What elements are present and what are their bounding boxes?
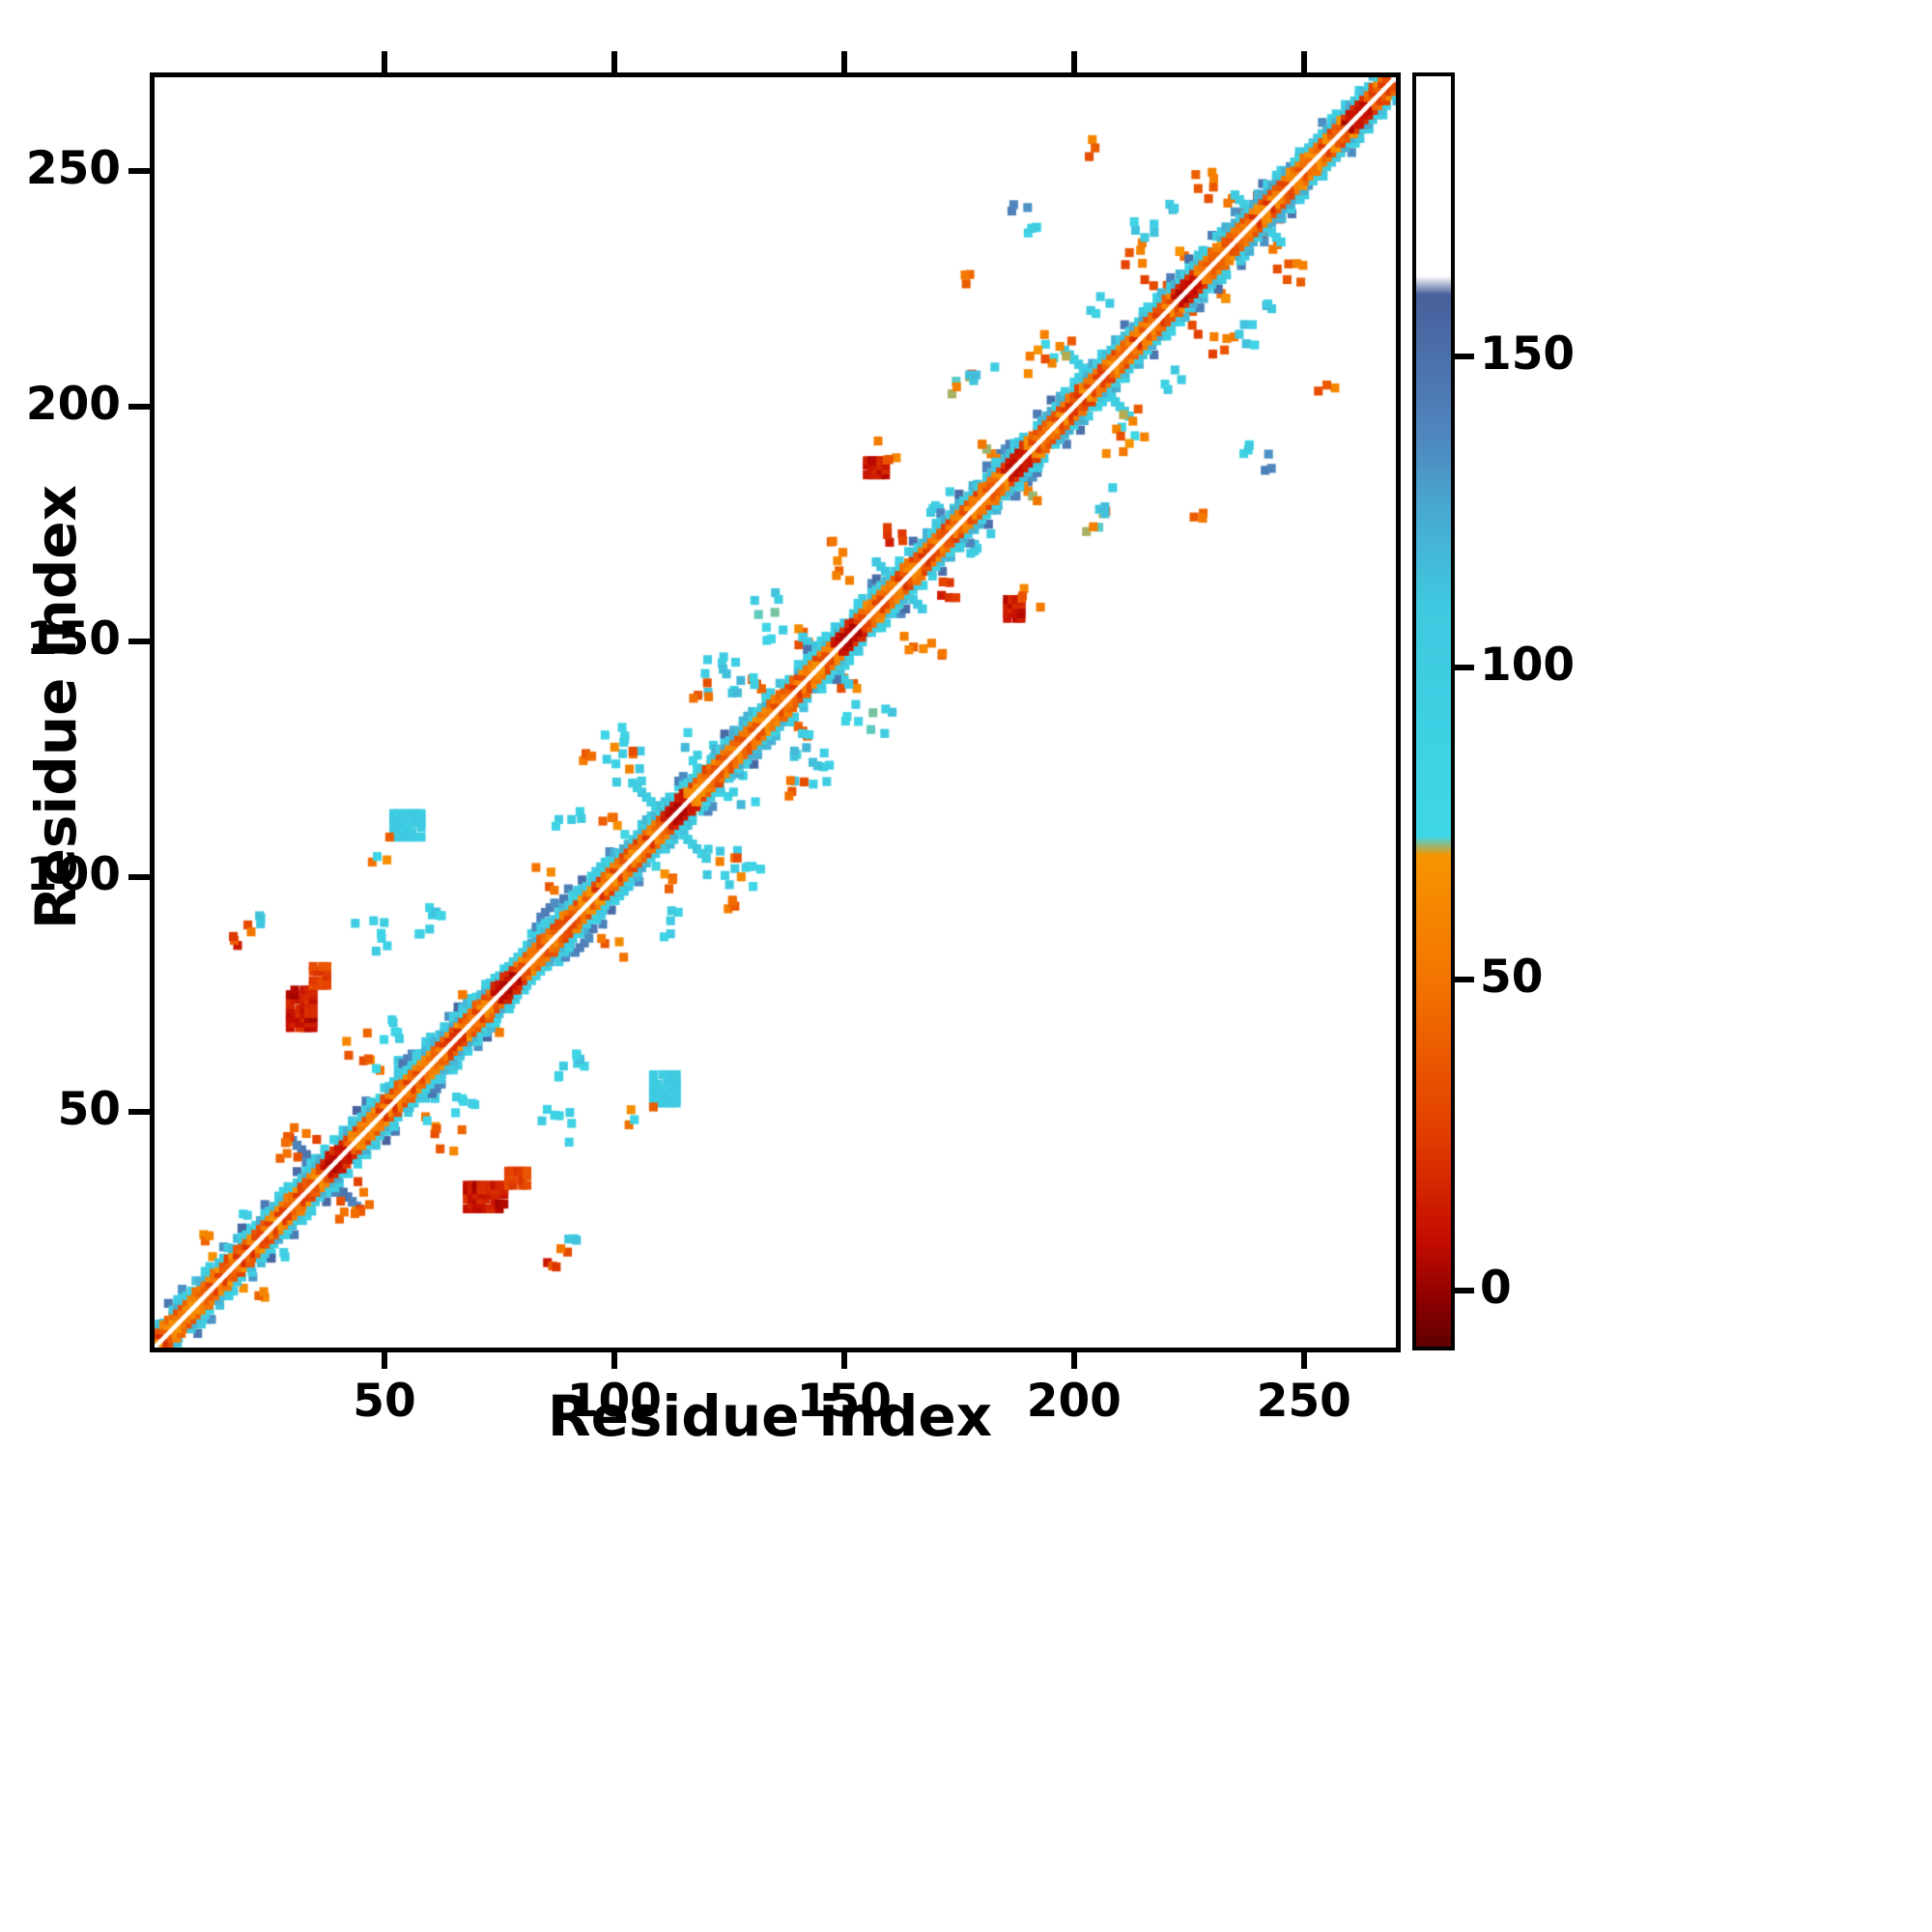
tick-mark (1455, 1287, 1474, 1293)
x-tick-label: 250 (1256, 1375, 1351, 1428)
x-tick-label: 100 (566, 1375, 662, 1428)
tick-mark (1300, 51, 1307, 72)
y-tick-label: 100 (25, 847, 121, 901)
colorbar-tick-label: 0 (1480, 1261, 1512, 1315)
tick-mark (840, 1348, 847, 1369)
colorbar (1412, 72, 1455, 1350)
tick-mark (128, 873, 150, 880)
tick-mark (381, 51, 387, 72)
colorbar-canvas (1416, 76, 1451, 1347)
tick-mark (611, 51, 617, 72)
tick-mark (1070, 1348, 1077, 1369)
x-tick-label: 50 (353, 1375, 416, 1428)
contact-map-canvas (155, 77, 1396, 1348)
tick-mark (611, 1348, 617, 1369)
tick-mark (840, 51, 847, 72)
tick-mark (128, 403, 150, 410)
tick-mark (1455, 354, 1474, 360)
x-axis-title: Residue index (547, 1383, 993, 1449)
y-tick-label: 150 (25, 612, 121, 667)
y-tick-label: 250 (25, 142, 121, 196)
y-tick-label: 200 (25, 377, 121, 431)
plot-area (150, 72, 1401, 1352)
colorbar-tick-label: 50 (1480, 950, 1544, 1004)
colorbar-tick-label: 150 (1480, 327, 1576, 382)
tick-mark (128, 639, 150, 645)
colorbar-tick-label: 100 (1480, 639, 1576, 693)
tick-mark (1455, 665, 1474, 671)
tick-mark (1455, 976, 1474, 982)
x-tick-label: 150 (796, 1375, 892, 1428)
tick-mark (1300, 1348, 1307, 1369)
tick-mark (381, 1348, 387, 1369)
tick-mark (1070, 51, 1077, 72)
tick-mark (128, 1109, 150, 1116)
x-tick-label: 200 (1026, 1375, 1122, 1428)
tick-mark (128, 168, 150, 175)
y-tick-label: 50 (57, 1083, 121, 1137)
